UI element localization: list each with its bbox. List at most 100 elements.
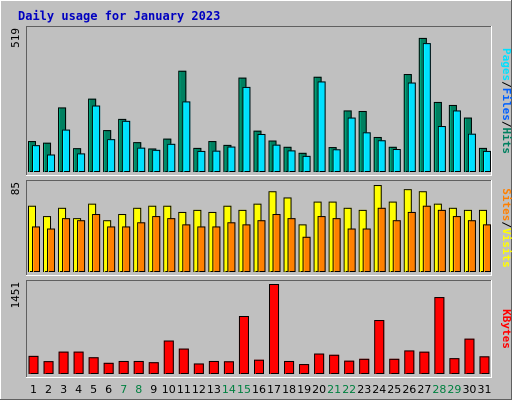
bar-kbytes-day-25 <box>389 358 400 375</box>
x-tick-label-26: 26 <box>402 383 416 396</box>
bar-kbytes-day-21 <box>329 354 340 374</box>
bar-kbytes-day-27 <box>419 351 430 374</box>
bar-files-day-11 <box>182 101 191 172</box>
bar-files-day-8 <box>137 147 146 172</box>
x-tick-label-2: 2 <box>45 383 52 396</box>
bar-kbytes-day-30 <box>464 338 475 375</box>
legend-entry: Sites <box>500 188 512 221</box>
x-tick-label-21: 21 <box>327 383 341 396</box>
x-tick-label-11: 11 <box>177 383 191 396</box>
bar-files-day-12 <box>197 150 206 172</box>
bar-sites-day-8 <box>137 222 146 272</box>
bar-files-day-13 <box>212 150 221 173</box>
x-tick-label-15: 15 <box>237 383 251 396</box>
legend-entry: / <box>500 81 512 88</box>
bar-files-day-15 <box>242 86 251 172</box>
bar-kbytes-day-10 <box>163 340 174 374</box>
bar-kbytes-day-26 <box>404 350 415 375</box>
bar-sites-day-19 <box>302 236 311 273</box>
bar-kbytes-day-13 <box>208 360 219 374</box>
bar-files-day-29 <box>452 110 461 172</box>
x-tick-label-18: 18 <box>282 383 296 396</box>
bar-kbytes-day-7 <box>118 360 129 374</box>
x-tick-label-30: 30 <box>462 383 476 396</box>
bar-sites-day-25 <box>392 220 401 272</box>
bar-files-day-7 <box>122 120 131 172</box>
x-tick-label-25: 25 <box>387 383 401 396</box>
x-tick-label-16: 16 <box>252 383 266 396</box>
y-max-label: 519 <box>9 28 22 48</box>
legend-hits-files: Pages/Files/Hits <box>500 48 512 154</box>
bar-sites-day-27 <box>422 205 431 273</box>
bar-sites-day-24 <box>377 207 386 273</box>
bar-kbytes-day-20 <box>314 353 325 375</box>
x-tick-label-7: 7 <box>120 383 127 396</box>
legend-entry: Hits <box>500 128 512 155</box>
legend-entry: Visits <box>500 228 512 268</box>
x-tick-label-23: 23 <box>357 383 371 396</box>
bar-files-day-6 <box>107 139 116 173</box>
legend-entry: / <box>500 221 512 228</box>
x-tick-label-3: 3 <box>60 383 67 396</box>
x-tick-label-27: 27 <box>417 383 431 396</box>
bar-sites-day-22 <box>347 228 356 273</box>
legend-visits-sites: Sites/Visits <box>500 188 512 268</box>
x-tick-label-8: 8 <box>135 383 142 396</box>
x-tick-label-14: 14 <box>222 383 236 396</box>
x-tick-label-22: 22 <box>342 383 356 396</box>
chart-title: Daily usage for January 2023 <box>18 9 220 23</box>
bar-sites-day-15 <box>242 224 251 272</box>
bar-files-day-3 <box>62 129 71 172</box>
bar-sites-day-6 <box>107 226 116 272</box>
x-tick-label-19: 19 <box>297 383 311 396</box>
bar-files-day-5 <box>92 105 101 172</box>
panel-visits-sites: 85 Sites/Visits <box>9 180 512 276</box>
x-tick-label-4: 4 <box>75 383 82 396</box>
legend-entry: Pages <box>500 48 512 81</box>
bar-sites-day-21 <box>332 218 341 272</box>
bar-files-day-14 <box>227 146 236 173</box>
bar-sites-day-26 <box>407 211 416 272</box>
bar-files-day-23 <box>362 132 371 173</box>
bar-files-day-27 <box>422 43 431 172</box>
x-axis-ticks: 1 2 3 4 5 6 7 8 9 10 11 12 13 14 15 16 17 18 19 20 21 22 23 24 2… <box>30 383 491 396</box>
bar-files-day-10 <box>167 143 176 172</box>
bar-sites-day-3 <box>62 218 71 272</box>
bar-files-day-4 <box>77 153 86 172</box>
legend-entry: / <box>500 121 512 128</box>
bar-sites-day-2 <box>47 228 56 273</box>
bar-sites-day-4 <box>77 220 86 272</box>
bar-sites-day-11 <box>182 224 191 272</box>
bar-files-day-24 <box>377 140 386 172</box>
bar-sites-day-18 <box>287 218 296 272</box>
panel-hits-files: 519 Pages/Files/Hits <box>9 26 512 176</box>
bar-files-day-17 <box>272 144 281 173</box>
bar-files-day-28 <box>437 126 446 172</box>
bar-sites-day-30 <box>467 220 476 272</box>
bar-files-day-22 <box>347 117 356 172</box>
bar-kbytes-day-31 <box>479 356 490 375</box>
bar-sites-day-20 <box>317 216 326 272</box>
y-max-label: 85 <box>9 182 22 195</box>
x-tick-label-17: 17 <box>267 383 281 396</box>
x-tick-label-31: 31 <box>477 383 491 396</box>
bar-kbytes-day-12 <box>193 363 204 374</box>
x-tick-label-1: 1 <box>30 383 37 396</box>
bar-files-day-25 <box>392 149 401 172</box>
bar-sites-day-5 <box>92 214 101 272</box>
bar-kbytes-day-29 <box>449 358 460 374</box>
legend-entry: KBytes <box>500 309 512 349</box>
bar-sites-day-9 <box>152 216 161 272</box>
x-tick-label-24: 24 <box>372 383 386 396</box>
bar-kbytes-day-14 <box>223 361 234 375</box>
panel-kbytes: 1451 KBytes <box>9 280 512 378</box>
bar-files-day-9 <box>152 149 161 172</box>
x-tick-label-5: 5 <box>90 383 97 396</box>
bar-kbytes-day-17 <box>269 284 280 374</box>
bar-files-day-21 <box>332 149 341 172</box>
x-tick-label-13: 13 <box>207 383 221 396</box>
bar-files-day-20 <box>317 81 326 172</box>
bar-kbytes-day-24 <box>374 320 385 374</box>
